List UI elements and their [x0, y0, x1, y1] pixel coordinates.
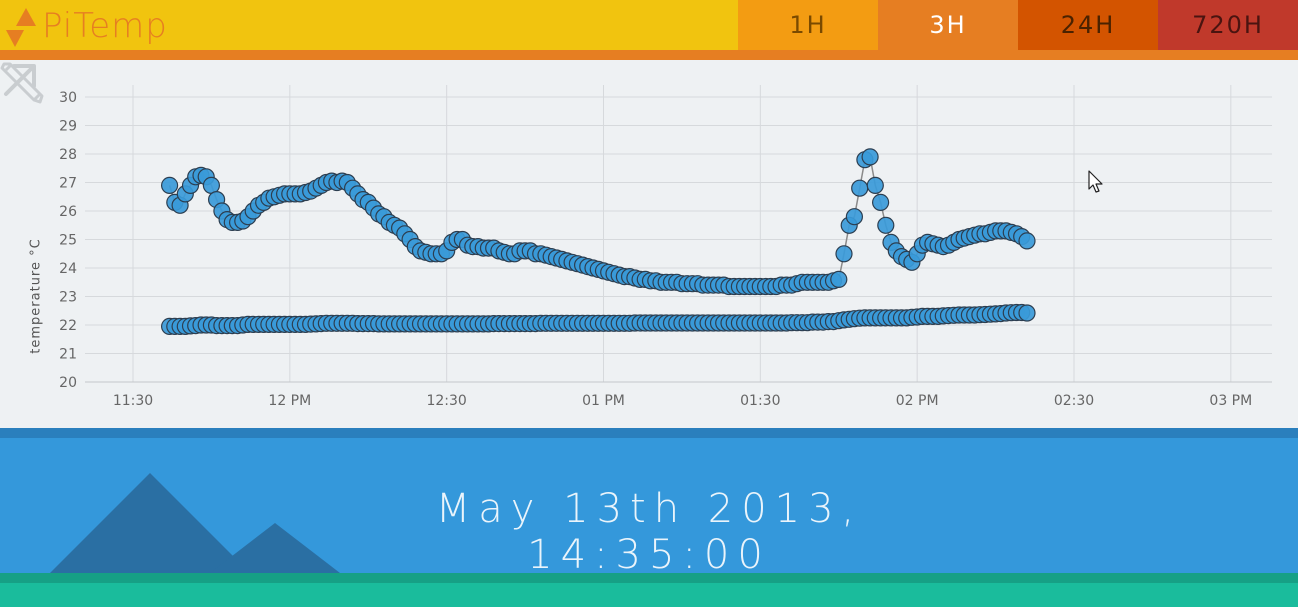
- footer-bottom-bar: [0, 583, 1298, 607]
- series-2: [162, 305, 1035, 335]
- data-point: [873, 194, 889, 210]
- y-axis-label: temperature °C: [29, 238, 44, 353]
- series-1: [162, 149, 1035, 295]
- temperature-chart: 20 21 22 23 24 25 26 27 28 29 30 11:30 12 PM 12:30 01 …: [0, 60, 1298, 428]
- footer-top-stripe: [0, 428, 1298, 438]
- mountains-icon: [0, 438, 340, 573]
- data-point: [1019, 233, 1035, 249]
- y-tick-label: 23: [59, 290, 77, 306]
- y-tick-label: 30: [59, 90, 77, 106]
- y-tick-label: 26: [59, 204, 77, 220]
- x-tick-label: 02:30: [1054, 393, 1094, 409]
- x-tick-label: 02 PM: [896, 393, 939, 409]
- chart-svg: 20 21 22 23 24 25 26 27 28 29 30 11:30 12 PM 12:30 01 …: [0, 60, 1298, 428]
- data-point: [831, 271, 847, 287]
- x-tick-label: 12 PM: [268, 393, 311, 409]
- app-logo[interactable]: PiTemp: [6, 4, 168, 48]
- x-tick-label: 01 PM: [582, 393, 625, 409]
- range-tab-3h[interactable]: 3H: [878, 0, 1018, 50]
- y-tick-label: 27: [59, 176, 77, 192]
- data-point: [203, 177, 219, 193]
- y-tick-label: 25: [59, 233, 77, 249]
- range-tabs: 1H 3H 24H 720H: [738, 0, 1298, 50]
- pencil-icon[interactable]: [0, 60, 46, 106]
- x-tick-label: 01:30: [740, 393, 780, 409]
- footer-panel: May 13th 2013, 14:35:00: [0, 438, 1298, 573]
- range-tab-720h[interactable]: 720H: [1158, 0, 1298, 50]
- y-tick-label: 28: [59, 147, 77, 163]
- y-tick-label: 21: [59, 347, 77, 363]
- header-bar: PiTemp 1H 3H 24H 720H: [0, 0, 1298, 50]
- footer-stripe: [0, 573, 1298, 583]
- y-tick-label: 22: [59, 318, 77, 334]
- app-title: PiTemp: [42, 6, 168, 46]
- header-stripe: [0, 50, 1298, 60]
- current-datetime: May 13th 2013, 14:35:00: [320, 486, 978, 573]
- y-tick-label: 20: [59, 375, 77, 391]
- data-point: [846, 209, 862, 225]
- x-tick-label: 03 PM: [1209, 393, 1252, 409]
- data-point: [867, 177, 883, 193]
- x-tick-label: 11:30: [113, 393, 153, 409]
- data-point: [836, 246, 852, 262]
- data-point: [878, 217, 894, 233]
- range-tab-1h[interactable]: 1H: [738, 0, 878, 50]
- y-tick-label: 29: [59, 119, 77, 135]
- data-point: [862, 149, 878, 165]
- range-tab-24h[interactable]: 24H: [1018, 0, 1158, 50]
- y-tick-label: 24: [59, 261, 77, 277]
- x-tick-label: 12:30: [426, 393, 466, 409]
- mouse-cursor-icon: [1088, 170, 1104, 194]
- data-point: [852, 180, 868, 196]
- temperature-arrows-icon: [6, 4, 34, 48]
- data-point: [1019, 305, 1035, 321]
- data-point: [162, 177, 178, 193]
